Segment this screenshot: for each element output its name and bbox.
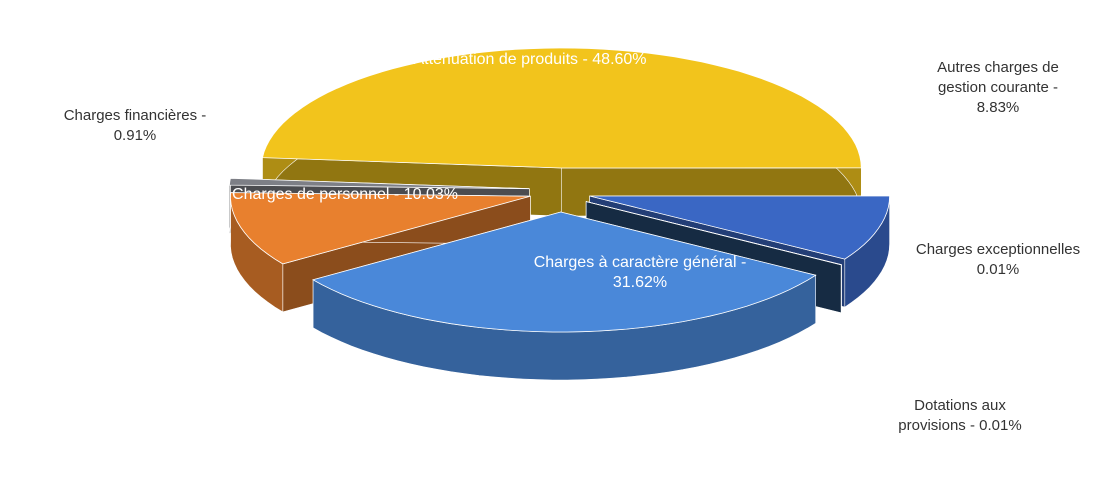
- value-label: 0.01%: [979, 417, 1022, 434]
- category-label: Dotations aux provisions -: [898, 397, 1006, 434]
- slice-label: Autres charges de gestion courante - 8.8…: [918, 58, 1078, 118]
- category-label: Atténuation de produits -: [413, 51, 588, 68]
- slice-top: [589, 195, 891, 260]
- slice-top: [228, 177, 530, 190]
- slice-label: Dotations aux provisions - 0.01%: [880, 396, 1040, 436]
- value-label: 8.83%: [976, 99, 1020, 116]
- category-label: Charges financières -: [63, 107, 207, 124]
- category-label: Charges de personnel -: [232, 186, 400, 203]
- slice-label: Charges à caractère général - 31.62%: [530, 253, 750, 293]
- slice-label: Atténuation de produits - 48.60%: [400, 50, 660, 70]
- value-label: 0.91%: [113, 127, 157, 144]
- slice-label: Charges de personnel - 10.03%: [210, 185, 480, 205]
- value-label: 31.62%: [612, 274, 668, 291]
- category-label: Charges exceptionnelles: [915, 241, 1081, 258]
- category-label: Charges à caractère général -: [533, 254, 747, 271]
- category-label: Autres charges de gestion courante -: [937, 59, 1059, 96]
- slice-top: [230, 192, 531, 265]
- value-label: 48.60%: [592, 51, 647, 68]
- slice-label: Charges exceptionnelles 0.01%: [893, 240, 1094, 280]
- slice-top: [586, 201, 842, 266]
- slice: [312, 211, 817, 381]
- value-label: 10.03%: [403, 186, 458, 203]
- slice-label: Charges financières - 0.91%: [60, 106, 210, 146]
- slice-top: [261, 47, 862, 169]
- slice-top: [312, 211, 817, 333]
- value-label: 0.01%: [976, 261, 1020, 278]
